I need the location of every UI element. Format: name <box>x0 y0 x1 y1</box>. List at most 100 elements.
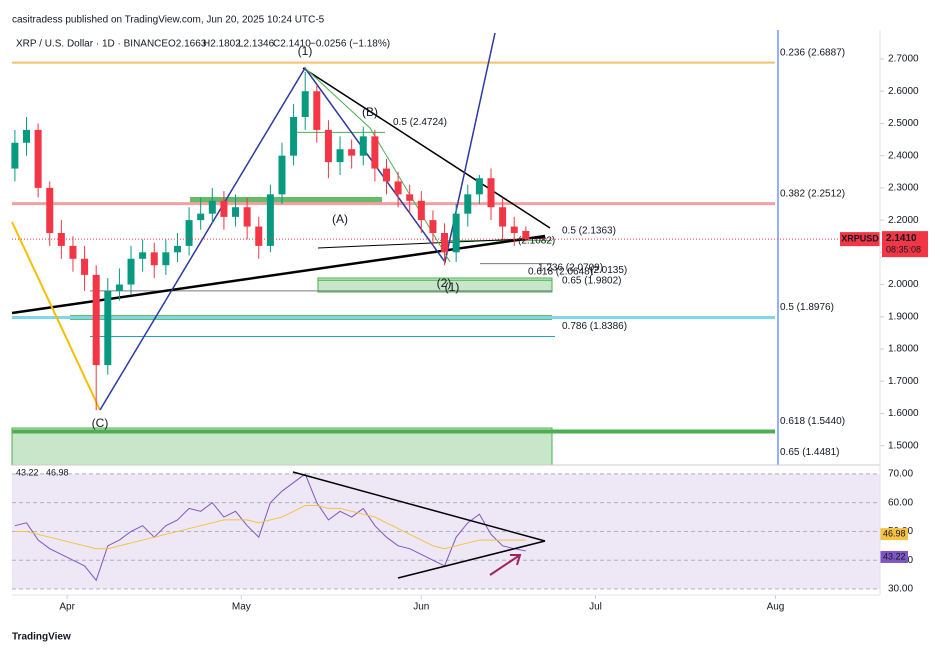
price-tag <box>882 231 928 258</box>
candle-body <box>452 213 460 253</box>
ohlc-open: O2.1663 <box>168 39 207 50</box>
level-label: 1.236 (2.0709) <box>538 262 603 273</box>
candle-body <box>115 284 123 291</box>
wave-label: (1) <box>298 44 313 58</box>
level-label: 0.5 (2.1363) <box>562 225 616 236</box>
wave-label: (A) <box>332 212 348 226</box>
y-tick-label: 2.5000 <box>888 118 919 129</box>
candle-body <box>139 252 147 259</box>
candle-body <box>127 258 135 285</box>
candle-body <box>324 129 332 163</box>
y-tick-label: 70.00 <box>888 469 913 480</box>
candle-body <box>487 178 495 208</box>
candle-body <box>197 213 205 221</box>
candle-body <box>255 226 263 246</box>
candle-body <box>441 233 449 253</box>
symbol: XRP / U.S. Dollar · 1D · BINANCE <box>16 39 168 50</box>
wave-line <box>11 221 101 411</box>
arrow <box>489 554 521 576</box>
candle-body <box>394 181 402 195</box>
candle-body <box>301 91 309 117</box>
y-tick-label: 30.00 <box>888 584 913 595</box>
candle-body <box>162 252 170 266</box>
arrow-head <box>510 554 522 566</box>
level-label: 0.618 (1.5440) <box>780 416 845 427</box>
legend-value: 43.22 <box>16 467 39 477</box>
level-label: (2.0135) <box>590 265 627 276</box>
candle-body <box>92 274 100 366</box>
y-tick-label: 2.6000 <box>888 86 919 97</box>
trend-line <box>11 234 546 315</box>
candle-body <box>220 200 228 217</box>
x-tick-label: Jun <box>413 602 429 613</box>
candle-body <box>464 194 472 214</box>
price-tag-symbol: XRPUSD <box>841 233 879 243</box>
ohlc-low: L2.1346 <box>238 39 275 50</box>
ohlc-close: C2.1410 <box>273 39 311 50</box>
trend-line <box>292 471 546 542</box>
level-label: 0.382 (2.2512) <box>780 188 845 199</box>
price-tag-price: 2.1410 <box>886 233 917 244</box>
candle-body <box>34 129 42 188</box>
candle-body <box>266 194 274 246</box>
value-tag <box>880 528 908 541</box>
value-tag <box>880 550 908 563</box>
y-tick-label: 2.0000 <box>888 279 919 290</box>
level-label: 0.5 (2.4724) <box>393 117 447 128</box>
level-label: 0.5 (1.8976) <box>780 302 834 313</box>
level-label: 0.786 (1.8386) <box>562 321 627 332</box>
candle-body <box>23 129 31 143</box>
ohlc-high: H2.1802 <box>203 39 241 50</box>
rsi-line <box>14 505 526 550</box>
candle-body <box>69 245 77 259</box>
zone <box>11 427 553 466</box>
candle-body <box>429 220 437 233</box>
candle-body <box>359 136 367 156</box>
wave-label: (1) <box>445 280 460 294</box>
candle-body <box>336 149 344 163</box>
candle-body <box>290 117 298 156</box>
candle-body <box>348 149 356 156</box>
x-tick-label: Jul <box>589 602 602 613</box>
legend-value: 46.98 <box>46 467 69 477</box>
y-tick-label: 1.7000 <box>888 376 919 387</box>
publish-info: casitradess published on TradingView.com… <box>12 15 325 26</box>
level-label: 0.65 (1.4481) <box>780 447 840 458</box>
candle-body <box>11 142 19 169</box>
trend-line <box>397 540 546 579</box>
candle-body <box>232 207 240 217</box>
y-tick-label: 2.3000 <box>888 183 919 194</box>
candle-body <box>46 187 54 233</box>
candle-body <box>499 207 507 227</box>
candle-body <box>382 168 390 182</box>
candle-body <box>313 91 321 130</box>
value-tag-label: 43.22 <box>883 551 906 561</box>
candle-body <box>371 136 379 169</box>
candle-body <box>208 200 216 214</box>
y-tick-label: 1.6000 <box>888 408 919 419</box>
y-tick-label: 2.7000 <box>888 54 919 65</box>
price-tag <box>840 232 880 247</box>
rsi-line <box>14 473 526 582</box>
candle-body <box>406 194 414 201</box>
x-tick-label: Aug <box>767 602 785 613</box>
level-label: 0.618 (2.0648) <box>528 266 593 277</box>
candle-body <box>81 258 89 275</box>
wave-label: (2) <box>437 276 452 290</box>
candle-body <box>475 178 483 195</box>
price-tag-countdown: 08:35:08 <box>886 244 921 254</box>
y-tick-label: 1.8000 <box>888 344 919 355</box>
candle-body <box>104 291 112 366</box>
wave-label: (C) <box>92 416 109 430</box>
value-tag-label: 46.98 <box>883 528 906 538</box>
footer-brand: TradingView <box>12 632 71 643</box>
y-tick-label: 60.00 <box>888 497 913 508</box>
y-tick-label: 2.4000 <box>888 150 919 161</box>
zone <box>190 197 382 203</box>
wave-label: (B) <box>362 105 378 119</box>
x-tick-label: May <box>232 602 251 613</box>
candle-body <box>522 230 530 240</box>
y-tick-label: 1.5000 <box>888 440 919 451</box>
candle-body <box>278 155 286 195</box>
y-tick-label: 2.2000 <box>888 215 919 226</box>
